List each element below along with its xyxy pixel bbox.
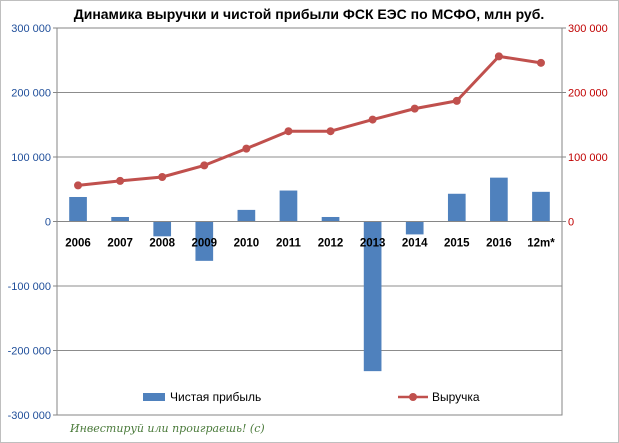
bar-net-profit-2008	[153, 221, 172, 237]
tick-label-right: 100 000	[568, 152, 608, 164]
legend-swatch-net-profit	[143, 393, 165, 401]
revenue-point-2006	[74, 181, 83, 190]
y-axis-left: 300 000 200 000 100 000 0 -100 000 -200 000 -3…	[8, 23, 57, 422]
legend-label-revenue: Выручка	[432, 390, 480, 404]
category-label: 2006	[65, 238, 91, 250]
revenue-point-2015	[452, 96, 461, 105]
bar-net-profit-2013	[363, 221, 382, 372]
category-label: 2013	[360, 238, 386, 250]
tick-label-left: -200 000	[8, 346, 51, 358]
chart-title: Динамика выручки и чистой прибыли ФСК ЕЭ…	[74, 6, 545, 22]
category-label: 2014	[402, 238, 428, 250]
tick-label-left: 300 000	[11, 23, 51, 35]
legend-swatch-revenue-marker	[409, 393, 417, 401]
category-label: 12m*	[527, 238, 555, 250]
category-labels: 2006 2007 2008 2009 2010 2011 2012 2013 2014 2015…	[65, 238, 555, 250]
revenue-point-2010	[242, 144, 251, 153]
category-label: 2011	[276, 238, 302, 250]
bar-net-profit-12m*	[532, 191, 550, 222]
category-label: 2012	[318, 238, 344, 250]
bar-net-profit-2012	[321, 216, 340, 222]
bars-net-profit	[57, 177, 562, 372]
bar-net-profit-2007	[111, 216, 129, 222]
tick-label-right: 0	[568, 217, 574, 229]
bar-net-profit-2016	[490, 177, 508, 222]
category-label: 2007	[107, 238, 133, 250]
revenue-point-2011	[284, 127, 293, 136]
revenue-point-2016	[494, 52, 503, 61]
tick-label-left: -300 000	[8, 410, 51, 422]
revenue-line-path	[77, 54, 542, 187]
category-label: 2016	[486, 238, 512, 250]
tick-label-right: 300 000	[568, 23, 608, 35]
revenue-point-2012	[326, 127, 335, 136]
line-revenue	[74, 52, 545, 190]
bar-net-profit-2014	[405, 221, 424, 235]
revenue-point-2008	[158, 172, 167, 181]
plot-area	[56, 27, 563, 416]
tick-label-right: 200 000	[568, 88, 608, 100]
bar-net-profit-2011	[279, 190, 298, 222]
revenue-point-2013	[368, 115, 377, 124]
bar-net-profit-2009	[195, 221, 214, 261]
category-label: 2008	[149, 238, 175, 250]
bar-net-profit-2006	[69, 196, 87, 222]
bar-net-profit-2010	[237, 209, 256, 222]
revenue-point-2009	[200, 161, 209, 170]
category-label: 2010	[234, 238, 260, 250]
revenue-point-2014	[410, 104, 419, 113]
tick-label-left: 200 000	[11, 88, 51, 100]
credit-watermark: Инвестируй или проиграешь! (с)	[69, 422, 265, 435]
tick-label-left: 0	[45, 217, 51, 229]
tick-label-left: 100 000	[11, 152, 51, 164]
category-label: 2015	[444, 238, 470, 250]
revenue-point-12m*	[536, 58, 545, 67]
revenue-point-2007	[116, 176, 125, 185]
legend-label-net-profit: Чистая прибыль	[170, 390, 261, 404]
legend: Чистая прибыль Выручка	[143, 390, 480, 404]
category-label: 2009	[191, 238, 217, 250]
y-axis-right: 300 000 200 000 100 000 0	[562, 23, 608, 229]
bar-net-profit-2015	[447, 193, 466, 222]
tick-label-left: -100 000	[8, 281, 51, 293]
